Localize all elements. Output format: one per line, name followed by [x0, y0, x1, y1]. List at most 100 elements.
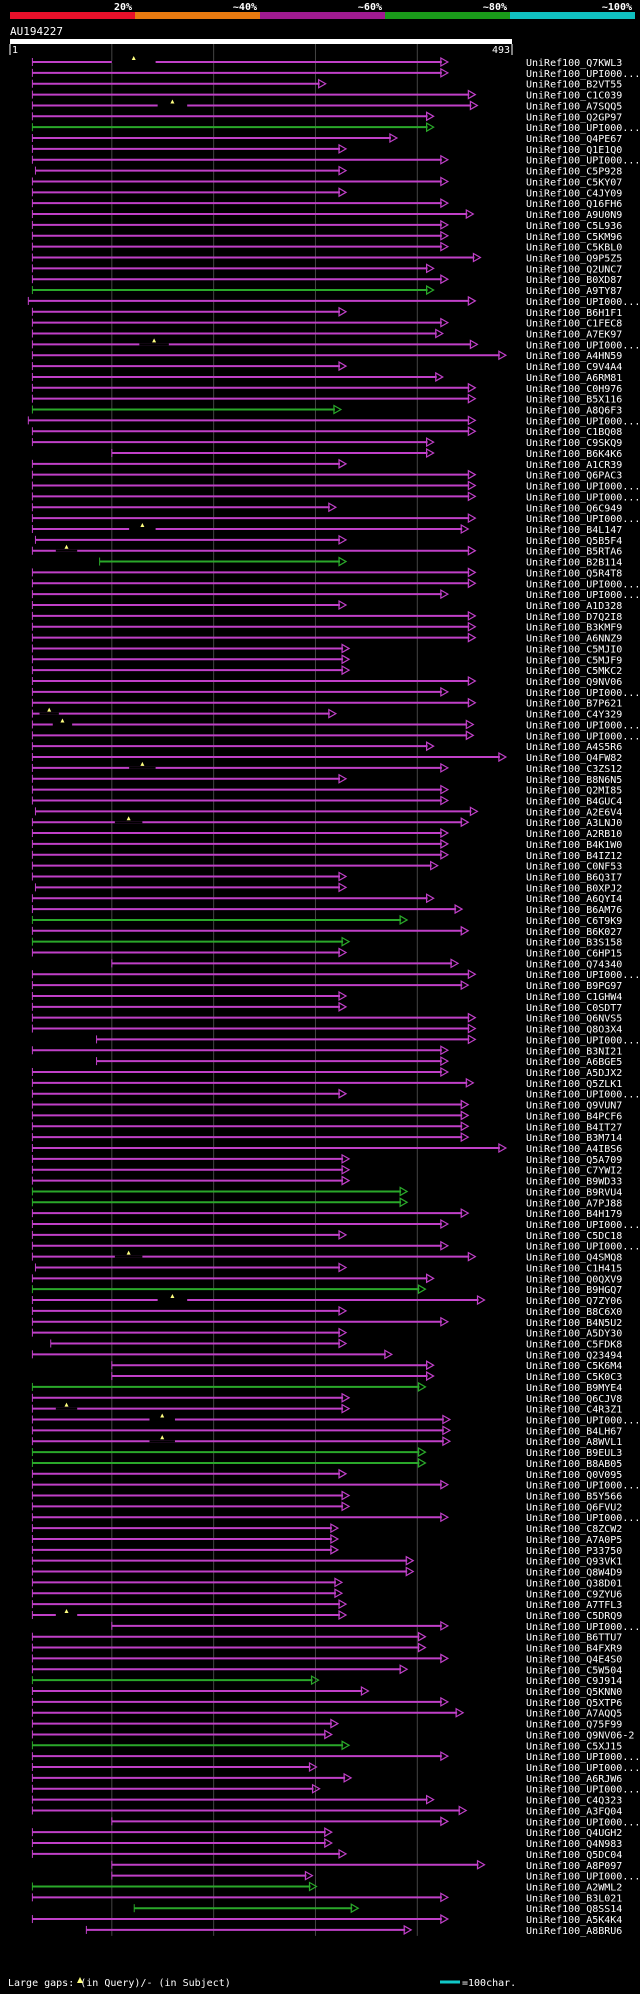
hit-label: UniRef100_C5DRQ9 — [526, 1611, 622, 1622]
hit-arrow-head — [435, 328, 444, 339]
hit-label: UniRef100_UPI000... — [526, 482, 640, 493]
query-ruler-bar — [10, 39, 512, 44]
hit-arrow-head — [384, 1349, 394, 1360]
hit-arrow-head — [467, 513, 477, 524]
hit-label: UniRef100_A5DY30 — [526, 1329, 622, 1340]
hit-arrow-head — [338, 1327, 348, 1338]
hit-label: UniRef100_B4H179 — [526, 1209, 622, 1220]
hit-arrow-head — [425, 437, 435, 448]
hit-arrow-head — [425, 893, 435, 904]
hit-arrow-head — [405, 1566, 415, 1577]
hit-arrow-head — [324, 1838, 333, 1849]
hit-label: UniRef100_C6T9K9 — [526, 916, 622, 927]
hit-arrow-head — [465, 1077, 475, 1088]
hit-label: UniRef100_A1CR39 — [526, 460, 622, 471]
hit-label: UniRef100_Q9NV06-2 — [526, 1730, 634, 1741]
hit-label: UniRef100_Q5B5F4 — [526, 536, 622, 547]
hit-label: UniRef100_UPI000... — [526, 1785, 640, 1796]
hit-arrow-head — [425, 263, 435, 274]
hit-arrow-head — [467, 545, 477, 556]
identity-scale-label: 20% — [114, 2, 132, 13]
query-gap-marker — [170, 1294, 175, 1299]
hit-arrow-head — [341, 1153, 351, 1164]
hit-arrow-head — [330, 1523, 340, 1534]
hit-label: UniRef100_C1GHW4 — [526, 992, 622, 1003]
query-gap-marker — [47, 707, 52, 712]
hit-arrow-head — [341, 1392, 351, 1403]
hit-arrow-head — [442, 1414, 452, 1425]
hit-label: UniRef100_B9HGQ7 — [526, 1285, 622, 1296]
hit-arrow-head — [343, 1772, 353, 1783]
hit-arrow-head — [458, 1805, 468, 1816]
hit-label: UniRef100_Q4UGH2 — [526, 1828, 622, 1839]
query-id: AU194227 — [10, 25, 63, 38]
hit-label: UniRef100_Q8O3X4 — [526, 1025, 622, 1036]
hit-label: UniRef100_Q4FW82 — [526, 753, 622, 764]
identity-scale-label: ~80% — [483, 2, 507, 13]
hit-arrow-head — [328, 708, 338, 719]
hit-arrow-head — [440, 784, 450, 795]
hit-arrow-head — [308, 1881, 318, 1892]
hit-arrow-head — [469, 339, 479, 350]
hit-label: UniRef100_Q2MI85 — [526, 786, 622, 797]
query-gap-marker — [131, 56, 136, 60]
hit-arrow-head — [338, 882, 348, 893]
hit-label: UniRef100_UPI000... — [526, 514, 640, 525]
hit-arrow-head — [399, 914, 409, 925]
hit-arrow-head — [476, 1859, 486, 1870]
query-gap-marker — [126, 816, 131, 821]
hit-arrow-head — [334, 1588, 344, 1599]
hit-arrow-head — [333, 404, 343, 415]
hit-label: UniRef100_UPI000... — [526, 1622, 640, 1633]
hit-arrow-head — [311, 1783, 321, 1794]
hit-label: UniRef100_Q5ZLK1 — [526, 1079, 622, 1090]
hit-arrow-head — [440, 230, 450, 241]
hit-arrow-head — [467, 969, 477, 980]
hit-arrow-head — [440, 838, 450, 849]
hit-label: UniRef100_Q0QXV9 — [526, 1274, 622, 1285]
hit-label: UniRef100_A7SQQ5 — [526, 101, 622, 112]
hit-arrow-head — [341, 1164, 351, 1175]
hit-label: UniRef100_Q4PE67 — [526, 134, 622, 145]
hit-arrow-head — [440, 154, 450, 165]
hit-arrow-head — [440, 1816, 450, 1827]
hit-arrow-head — [430, 860, 439, 871]
hit-arrow-head — [440, 219, 450, 230]
hit-arrow-head — [417, 1284, 427, 1295]
hit-label: UniRef100_Q2GP97 — [526, 112, 622, 123]
hit-label: UniRef100_B3NI21 — [526, 1046, 622, 1057]
hit-label: UniRef100_Q2UNC7 — [526, 264, 622, 275]
hit-arrow-head — [467, 393, 477, 404]
hit-label: UniRef100_C9V4A4 — [526, 362, 622, 373]
hit-label: UniRef100_A6NNZ9 — [526, 634, 622, 645]
hit-arrow-head — [341, 1403, 351, 1414]
hit-arrow-head — [454, 904, 464, 915]
hit-label: UniRef100_B6TTU7 — [526, 1633, 622, 1644]
hit-arrow-head — [467, 578, 477, 589]
hit-label: UniRef100_Q6PAC3 — [526, 471, 622, 482]
hit-label: UniRef100_B0XD87 — [526, 275, 622, 286]
hit-arrow-head — [341, 1490, 351, 1501]
hit-arrow-head — [498, 350, 508, 361]
hit-label: UniRef100_Q4E4S0 — [526, 1654, 622, 1665]
hit-arrow-head — [460, 1099, 470, 1110]
identity-scale-segment — [135, 12, 260, 19]
hit-label: UniRef100_A6BGE5 — [526, 1057, 622, 1068]
hit-arrow-head — [338, 1088, 348, 1099]
hit-arrow-head — [467, 567, 477, 578]
hit-arrow-head — [440, 1696, 450, 1707]
hit-arrow-head — [399, 1664, 409, 1675]
hit-label: UniRef100_C9ZYU6 — [526, 1589, 622, 1600]
hit-arrow-head — [399, 1186, 409, 1197]
hit-label: UniRef100_UPI000... — [526, 688, 640, 699]
hit-arrow-head — [440, 1914, 450, 1925]
hit-arrow-head — [440, 198, 450, 209]
hit-arrow-head — [469, 806, 479, 817]
hit-label: UniRef100_B5Y566 — [526, 1492, 622, 1503]
hit-arrow-head — [440, 849, 450, 860]
hit-arrow-head — [417, 1631, 427, 1642]
hit-arrow-head — [308, 1761, 318, 1773]
hit-arrow-head — [467, 382, 477, 393]
identity-scale-label: ~40% — [233, 2, 257, 13]
hit-label: UniRef100_B9MYE4 — [526, 1383, 622, 1394]
